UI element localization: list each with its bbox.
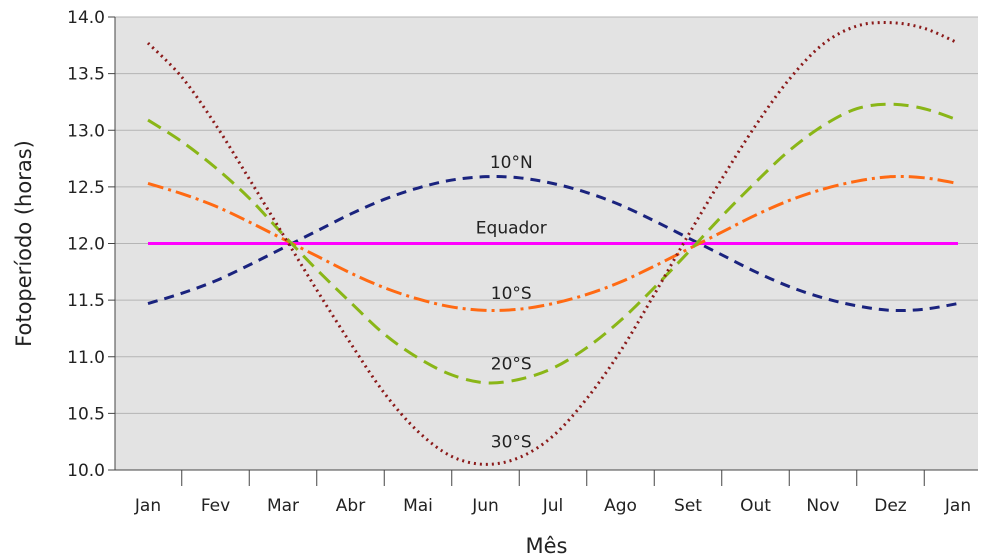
x-tick-label: Mai bbox=[403, 496, 433, 516]
x-tick-label: Dez bbox=[874, 496, 907, 516]
x-tick-label: Jan bbox=[944, 496, 971, 516]
y-tick-label: 12.0 bbox=[67, 235, 105, 255]
y-tick-label: 13.5 bbox=[67, 65, 105, 85]
series-label-20°S: 20°S bbox=[491, 354, 532, 374]
series-label-10°S: 10°S bbox=[491, 284, 532, 304]
series-label-Equador: Equador bbox=[476, 219, 547, 239]
x-axis-title: Mês bbox=[526, 534, 568, 558]
series-line-10°S bbox=[147, 174, 959, 312]
x-tick-label: Jan bbox=[134, 496, 161, 516]
axes bbox=[108, 16, 978, 486]
x-tick-label: Ago bbox=[604, 496, 637, 516]
y-axis-title: Fotoperíodo (horas) bbox=[12, 140, 36, 347]
x-tick-label: Set bbox=[674, 496, 702, 516]
x-tick-label: Out bbox=[740, 496, 771, 516]
series-labels: 10°N Equador 10°S 20°S 30°S bbox=[476, 153, 547, 453]
x-tick-label: Fev bbox=[201, 496, 230, 516]
x-tick-label: Mar bbox=[267, 496, 299, 516]
series-label-30°S: 30°S bbox=[491, 433, 532, 453]
series-line-10°N bbox=[147, 175, 959, 313]
y-tick-label: 12.5 bbox=[67, 178, 105, 198]
x-tick-label: Nov bbox=[806, 496, 839, 516]
y-tick-label: 10.5 bbox=[67, 404, 105, 424]
series-line-30°S bbox=[146, 21, 959, 466]
y-tick-label: 13.0 bbox=[67, 121, 105, 141]
series-label-10°N: 10°N bbox=[490, 153, 533, 173]
x-tick-label: Jul bbox=[542, 496, 564, 516]
x-tick-label: Jun bbox=[471, 496, 499, 516]
y-tick-label: 11.5 bbox=[67, 291, 105, 311]
y-tick-label: 11.0 bbox=[67, 348, 105, 368]
y-tick-label: 14.0 bbox=[67, 8, 105, 28]
series-lines bbox=[146, 21, 959, 466]
tick-labels: 10.0 10.5 11.0 11.5 12.0 12.5 13.0 13.5 14.0 Jan F… bbox=[67, 8, 971, 516]
y-tick-label: 10.0 bbox=[67, 461, 105, 481]
x-tick-label: Abr bbox=[336, 496, 365, 516]
